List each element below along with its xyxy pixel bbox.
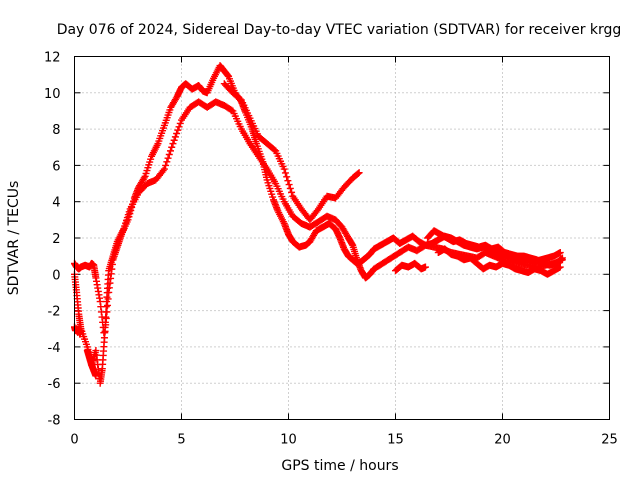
y-tick-label: 4 <box>52 196 60 211</box>
data-point <box>175 123 183 131</box>
data-point <box>270 146 278 154</box>
data-point <box>176 119 184 127</box>
y-tick-label: -4 <box>48 341 61 356</box>
data-point <box>173 130 181 138</box>
data-point <box>556 263 564 271</box>
y-tick-label: 8 <box>52 123 60 138</box>
series-track-d <box>83 347 100 380</box>
data-point <box>558 255 566 263</box>
data-layer <box>71 62 566 387</box>
data-point <box>355 169 363 177</box>
y-tick-label: 6 <box>52 159 60 174</box>
y-tick-label: 10 <box>44 87 61 102</box>
data-point <box>284 177 292 185</box>
data-point <box>165 151 173 159</box>
y-tick-label: 0 <box>52 268 60 283</box>
series-track-e <box>220 80 363 224</box>
data-point <box>421 263 429 271</box>
data-point <box>168 143 176 151</box>
data-point <box>159 167 167 175</box>
y-axis-label: SDTVAR / TECUs <box>6 181 22 296</box>
data-point <box>174 126 182 134</box>
data-point <box>163 158 171 166</box>
tick-layer: 0 5 10 15 20 25 -8 -6 -4 -2 0 2 4 6 8 10 12 <box>44 51 618 448</box>
data-point <box>281 169 289 177</box>
data-point <box>160 165 168 173</box>
data-point <box>164 154 172 162</box>
x-axis-label: GPS time / hours <box>281 458 398 474</box>
y-tick-label: -8 <box>48 414 61 429</box>
y-tick-label: 12 <box>44 51 61 66</box>
data-point <box>354 169 362 177</box>
x-tick-label: 5 <box>177 433 185 448</box>
x-tick-label: 0 <box>70 433 78 448</box>
series-track-g <box>434 245 564 278</box>
chart-title: Day 076 of 2024, Sidereal Day-to-day VTE… <box>57 22 622 38</box>
x-tick-label: 10 <box>280 433 297 448</box>
data-point <box>162 161 170 169</box>
data-point <box>236 95 244 103</box>
data-point <box>170 136 178 144</box>
x-tick-label: 20 <box>494 433 511 448</box>
series-track-a <box>71 62 564 342</box>
data-point <box>104 301 112 309</box>
data-point <box>169 140 177 148</box>
data-point <box>286 184 294 192</box>
x-tick-label: 15 <box>387 433 404 448</box>
plot-frame <box>74 56 610 420</box>
data-point <box>283 173 291 181</box>
y-tick-label: -2 <box>48 305 61 320</box>
data-point <box>171 133 179 141</box>
data-point <box>280 165 288 173</box>
y-tick-label: 2 <box>52 232 60 247</box>
x-tick-label: 25 <box>601 433 618 448</box>
data-point <box>77 327 85 335</box>
data-point <box>92 372 100 380</box>
series-track-f <box>424 227 566 269</box>
data-point <box>556 249 564 257</box>
series-track-b <box>71 98 566 387</box>
data-point <box>558 254 566 262</box>
data-point <box>140 174 148 182</box>
data-point <box>288 188 296 196</box>
series-track-h <box>392 259 429 275</box>
data-point <box>166 147 174 155</box>
data-point <box>285 181 293 189</box>
y-tick-label: -6 <box>48 377 61 392</box>
